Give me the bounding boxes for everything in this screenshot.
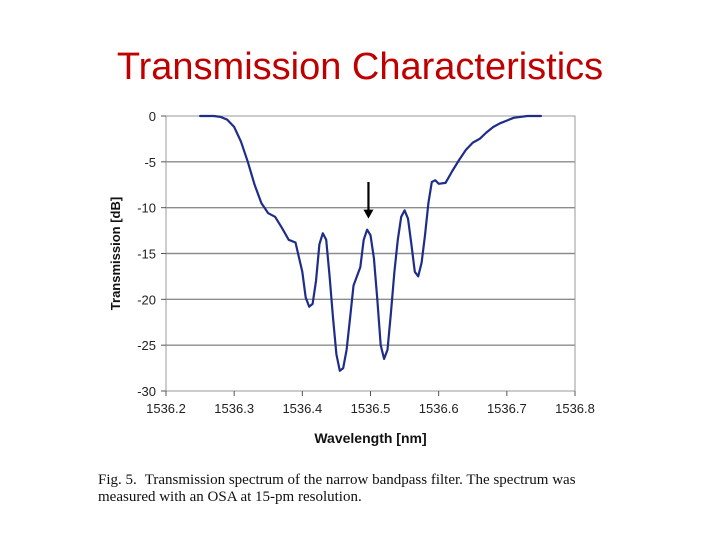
x-tick-label: 1536.8	[555, 401, 595, 416]
caption-figure-number: Fig. 5.	[98, 472, 137, 488]
y-tick-label: 0	[149, 109, 156, 124]
axis-ticks: 0 -5 -10 -15 -20 -25 -30 1536.2 1536.3 1536.4 1536…	[137, 109, 595, 416]
figure-caption: Fig. 5. Transmission spectrum of the narr…	[98, 472, 618, 506]
y-tick-label: -15	[137, 247, 156, 262]
x-tick-label: 1536.5	[351, 401, 391, 416]
x-axis-label: Wavelength [nm]	[314, 430, 426, 446]
caption-text: Transmission spectrum of the narrow band…	[98, 472, 576, 505]
series-line-transmission	[199, 114, 542, 372]
x-tick-label: 1536.6	[419, 401, 459, 416]
y-axis-label: Transmission [dB]	[108, 197, 123, 310]
y-tick-label: -25	[137, 338, 156, 353]
y-tick-label: -10	[137, 201, 156, 216]
slide-title: Transmission Characteristics	[116, 46, 604, 88]
gridlines	[166, 161, 575, 346]
y-tick-label: -30	[137, 384, 156, 399]
x-tick-label: 1536.7	[487, 401, 527, 416]
x-tick-label: 1536.2	[146, 401, 186, 416]
annotation-arrow	[363, 182, 374, 219]
y-tick-label: -5	[144, 155, 156, 170]
transmission-spectrum-chart: 0 -5 -10 -15 -20 -25 -30 1536.2 1536.3 1536.4 1536…	[108, 109, 595, 446]
annotation-arrow-head	[363, 209, 374, 219]
x-tick-label: 1536.3	[214, 401, 254, 416]
y-tick-label: -20	[137, 292, 156, 307]
x-tick-label: 1536.4	[282, 401, 322, 416]
